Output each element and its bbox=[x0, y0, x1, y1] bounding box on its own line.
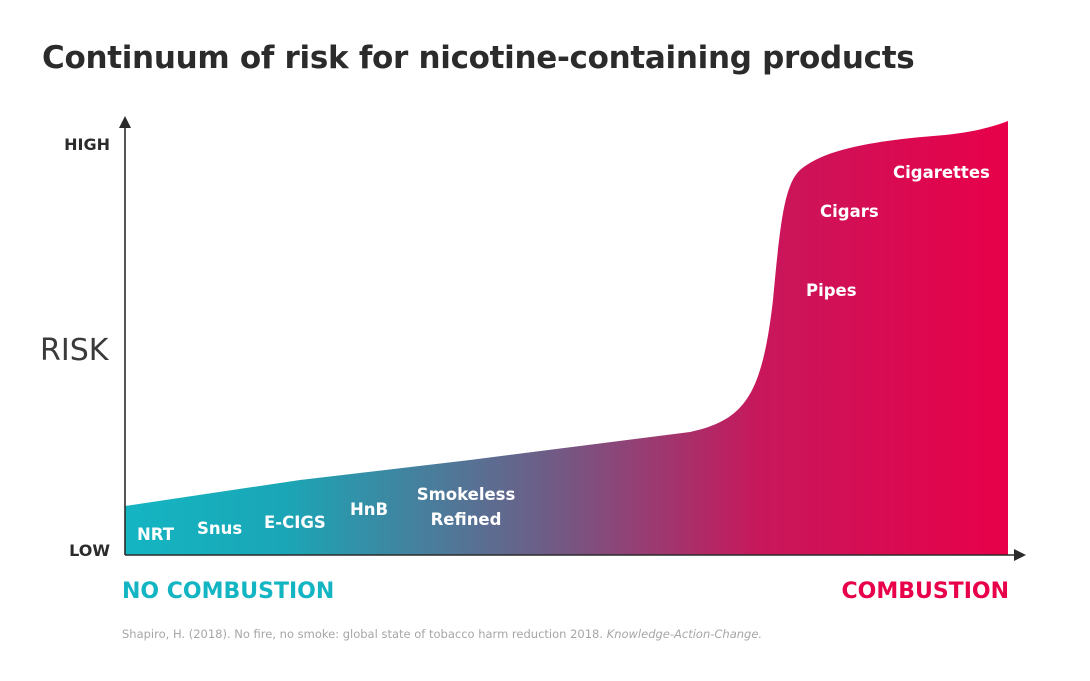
risk-area-curve bbox=[125, 121, 1008, 555]
page-title: Continuum of risk for nicotine-containin… bbox=[42, 40, 914, 76]
source-citation-text: Shapiro, H. (2018). No fire, no smoke: g… bbox=[122, 627, 603, 641]
product-label-snus: Snus bbox=[197, 519, 242, 538]
y-axis-low-label: LOW bbox=[69, 541, 110, 560]
x-axis-left-label: NO COMBUSTION bbox=[122, 579, 334, 604]
y-axis-title: RISK bbox=[40, 333, 110, 368]
product-label-cigars: Cigars bbox=[820, 202, 879, 221]
source-citation: Shapiro, H. (2018). No fire, no smoke: g… bbox=[122, 627, 762, 641]
product-label-cigarettes: Cigarettes bbox=[893, 163, 990, 182]
product-label-e-cigs: E-CIGS bbox=[264, 513, 326, 532]
product-label-nrt: NRT bbox=[137, 525, 175, 544]
y-axis-high-label: HIGH bbox=[64, 135, 110, 154]
product-label-hnb: HnB bbox=[350, 500, 388, 519]
source-citation-italic: Knowledge-Action-Change. bbox=[607, 627, 762, 641]
x-axis-right-label: COMBUSTION bbox=[841, 579, 1009, 604]
x-axis-arrow bbox=[1014, 549, 1026, 561]
product-label-smokeless: Smokeless bbox=[417, 485, 516, 504]
y-axis-arrow bbox=[119, 116, 131, 128]
product-label-refined: Refined bbox=[431, 510, 502, 529]
product-label-pipes: Pipes bbox=[806, 281, 857, 300]
